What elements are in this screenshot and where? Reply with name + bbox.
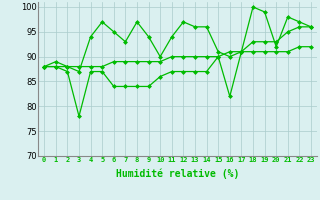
X-axis label: Humidité relative (%): Humidité relative (%) bbox=[116, 169, 239, 179]
